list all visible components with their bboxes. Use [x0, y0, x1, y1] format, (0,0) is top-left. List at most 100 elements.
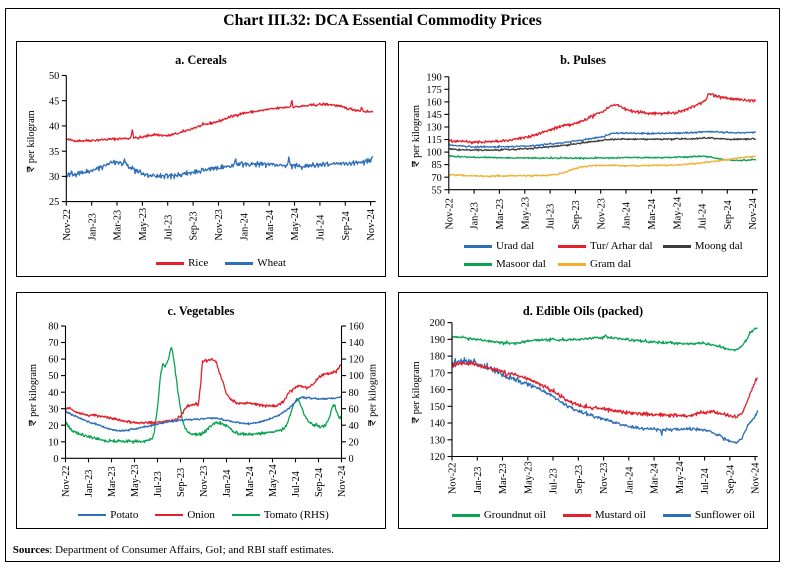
svg-text:Jan-23: Jan-23 [470, 202, 481, 229]
svg-text:Jul-23: Jul-23 [546, 204, 557, 230]
svg-text:Nov-24: Nov-24 [748, 198, 759, 229]
svg-text:Nov-22: Nov-22 [444, 198, 455, 229]
svg-text:120: 120 [430, 452, 445, 463]
svg-text:Jul-23: Jul-23 [153, 471, 164, 497]
svg-text:180: 180 [430, 352, 445, 363]
svg-text:10: 10 [48, 437, 58, 448]
svg-text:per kilogram: per kilogram [411, 361, 422, 414]
svg-text:Sep-24: Sep-24 [723, 200, 734, 229]
svg-text:145: 145 [426, 110, 441, 121]
svg-text:Jan-24: Jan-24 [239, 213, 250, 240]
svg-text:85: 85 [432, 160, 442, 171]
svg-text:170: 170 [430, 368, 445, 379]
svg-text:190: 190 [426, 72, 441, 83]
svg-text:40: 40 [349, 421, 359, 432]
svg-text:Jan-23: Jan-23 [84, 470, 95, 497]
svg-text:Sep-24: Sep-24 [314, 468, 325, 497]
svg-text:May-23: May-23 [520, 197, 531, 230]
svg-text:40: 40 [48, 388, 58, 399]
svg-text:55: 55 [432, 185, 442, 196]
svg-text:100: 100 [426, 148, 441, 159]
svg-text:Jul-24: Jul-24 [291, 471, 302, 497]
svg-text:May-24: May-24 [675, 461, 686, 494]
svg-text:May-24: May-24 [672, 197, 683, 230]
svg-text:20: 20 [48, 421, 58, 432]
svg-text:175: 175 [426, 85, 441, 96]
svg-text:150: 150 [430, 402, 445, 413]
svg-text:May-23: May-23 [523, 461, 534, 494]
svg-text:Jan-23: Jan-23 [87, 213, 98, 240]
svg-text:Nov-23: Nov-23 [214, 209, 225, 240]
svg-text:50: 50 [48, 371, 58, 382]
svg-text:200: 200 [430, 318, 445, 329]
svg-text:Sep-23: Sep-23 [176, 468, 187, 497]
svg-text:100: 100 [349, 371, 364, 382]
svg-text:Sep-23: Sep-23 [574, 465, 585, 494]
svg-text:50: 50 [49, 71, 59, 82]
svg-text:140: 140 [430, 419, 445, 430]
svg-text:Mar-24: Mar-24 [647, 199, 658, 230]
svg-text:per kilogram: per kilogram [411, 105, 422, 158]
svg-text:120: 120 [349, 355, 364, 366]
svg-text:140: 140 [349, 338, 364, 349]
svg-text:80: 80 [349, 388, 359, 399]
svg-text:Mar-24: Mar-24 [265, 210, 276, 241]
svg-text:60: 60 [349, 404, 359, 415]
svg-text:115: 115 [427, 135, 442, 146]
svg-text:Nov-23: Nov-23 [599, 463, 610, 494]
svg-text:30: 30 [48, 404, 58, 415]
svg-text:Mar-23: Mar-23 [107, 466, 118, 497]
svg-text:Mar-24: Mar-24 [245, 466, 256, 497]
svg-text:70: 70 [48, 338, 58, 349]
svg-text:per kilogram: per kilogram [28, 364, 39, 417]
svg-text:160: 160 [430, 385, 445, 396]
svg-text:0: 0 [53, 454, 58, 465]
svg-text:40: 40 [49, 122, 59, 133]
svg-text:Nov-22: Nov-22 [61, 466, 72, 497]
svg-text:per kilogram: per kilogram [26, 110, 37, 163]
svg-text:Mar-23: Mar-23 [113, 210, 124, 241]
svg-text:per kilogram: per kilogram [368, 364, 379, 417]
svg-text:Jan-24: Jan-24 [624, 467, 635, 494]
svg-text:60: 60 [48, 355, 58, 366]
svg-text:Nov-24: Nov-24 [337, 466, 348, 497]
svg-text:Jul-23: Jul-23 [163, 215, 174, 241]
svg-text:Sep-24: Sep-24 [726, 465, 737, 494]
svg-text:70: 70 [432, 173, 442, 184]
svg-text:Jan-24: Jan-24 [622, 202, 633, 229]
svg-text:Nov-22: Nov-22 [448, 463, 459, 494]
svg-text:30: 30 [49, 172, 59, 183]
svg-text:25: 25 [49, 197, 59, 208]
svg-text:May-24: May-24 [290, 208, 301, 241]
svg-text:Sep-24: Sep-24 [341, 211, 352, 240]
svg-text:Mar-24: Mar-24 [650, 463, 661, 494]
svg-text:May-23: May-23 [138, 208, 149, 241]
svg-text:20: 20 [349, 437, 359, 448]
svg-text:160: 160 [349, 322, 364, 333]
svg-text:Sep-23: Sep-23 [189, 211, 200, 240]
svg-text:May-23: May-23 [130, 464, 141, 497]
svg-text:Nov-23: Nov-23 [596, 198, 607, 229]
svg-text:Jan-23: Jan-23 [473, 467, 484, 494]
svg-text:Nov-24: Nov-24 [751, 463, 762, 494]
svg-text:Jul-24: Jul-24 [700, 468, 711, 494]
svg-text:Jan-24: Jan-24 [222, 470, 233, 497]
svg-text:160: 160 [426, 98, 441, 109]
svg-text:Sep-23: Sep-23 [571, 200, 582, 229]
svg-text:130: 130 [430, 435, 445, 446]
svg-text:May-24: May-24 [268, 464, 279, 497]
svg-text:45: 45 [49, 96, 59, 107]
svg-text:0: 0 [349, 454, 354, 465]
svg-text:35: 35 [49, 147, 59, 158]
svg-text:Nov-23: Nov-23 [199, 466, 210, 497]
svg-text:130: 130 [426, 123, 441, 134]
svg-text:Jul-24: Jul-24 [316, 215, 327, 241]
svg-text:Mar-23: Mar-23 [495, 199, 506, 230]
svg-text:80: 80 [48, 322, 58, 333]
svg-text:Jul-24: Jul-24 [698, 204, 709, 230]
svg-text:190: 190 [430, 335, 445, 346]
svg-text:Nov-22: Nov-22 [62, 209, 73, 240]
svg-text:Nov-24: Nov-24 [366, 209, 377, 240]
svg-text:Jul-23: Jul-23 [549, 468, 560, 494]
svg-text:Mar-23: Mar-23 [498, 463, 509, 494]
